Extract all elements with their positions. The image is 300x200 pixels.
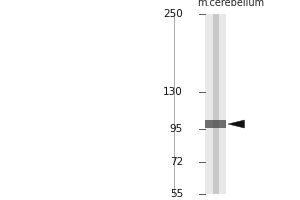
- Bar: [206, 120, 226, 128]
- Text: 72: 72: [170, 157, 183, 167]
- Text: m.cerebellum: m.cerebellum: [197, 0, 265, 8]
- Polygon shape: [228, 120, 244, 128]
- Text: 55: 55: [170, 189, 183, 199]
- Text: 95: 95: [170, 124, 183, 134]
- Text: 130: 130: [163, 87, 183, 97]
- Bar: [213, 14, 219, 194]
- Bar: [206, 14, 226, 194]
- Text: 250: 250: [163, 9, 183, 19]
